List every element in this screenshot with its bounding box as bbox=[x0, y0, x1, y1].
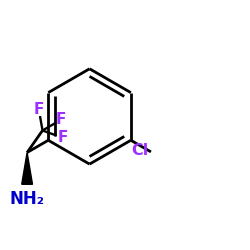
Polygon shape bbox=[22, 152, 32, 184]
Text: Cl: Cl bbox=[131, 143, 148, 158]
Text: F: F bbox=[58, 130, 68, 145]
Text: NH₂: NH₂ bbox=[10, 190, 44, 208]
Text: F: F bbox=[56, 112, 66, 127]
Text: F: F bbox=[34, 102, 44, 117]
